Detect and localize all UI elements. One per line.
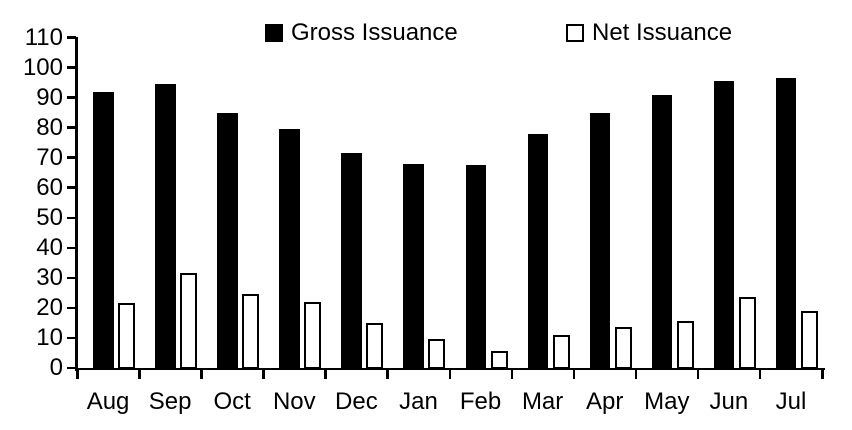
y-axis-tick	[67, 36, 76, 39]
x-axis-tick	[634, 369, 638, 379]
y-axis-tick	[67, 336, 76, 340]
x-axis-tick	[262, 369, 265, 379]
x-axis-tick	[200, 369, 203, 379]
gross-issuance-swatch-icon	[265, 24, 283, 42]
gross-issuance-bar	[713, 81, 735, 368]
x-axis-month-label: Dec	[335, 388, 378, 415]
gross-issuance-bar	[403, 163, 424, 368]
y-axis-tick	[67, 216, 76, 220]
y-axis-tick	[67, 96, 76, 99]
net-issuance-bar	[800, 310, 818, 369]
gross-issuance-bar	[217, 112, 238, 368]
gross-issuance-bar	[651, 94, 673, 368]
legend-label-net-issuance: Net Issuance	[592, 19, 733, 46]
net-issuance-swatch-icon	[566, 24, 584, 42]
net-issuance-bar	[490, 351, 508, 369]
x-axis-month-label: Oct	[213, 388, 251, 415]
legend-item-net-issuance: Net Issuance	[566, 14, 732, 52]
x-axis-month-label: Mar	[521, 388, 564, 415]
x-axis-month-label: Jul	[775, 388, 807, 415]
y-axis-tick	[67, 186, 76, 189]
gross-issuance-bar	[527, 133, 549, 368]
y-axis-tick-label: 70	[36, 143, 63, 171]
gross-issuance-bar	[465, 165, 486, 368]
y-axis-tick	[67, 126, 76, 129]
net-issuance-bar	[738, 297, 756, 369]
gross-issuance-bar	[589, 112, 611, 368]
gross-issuance-bar	[93, 91, 114, 368]
net-issuance-bar	[552, 334, 570, 369]
y-axis-tick	[67, 246, 76, 250]
gross-issuance-bar	[155, 84, 176, 368]
gross-issuance-bar	[279, 129, 300, 368]
y-axis-tick-label: 30	[36, 263, 63, 291]
y-axis-tick	[67, 276, 76, 280]
net-issuance-bar	[614, 327, 632, 369]
x-axis-month-label: Aug	[86, 388, 130, 415]
y-axis-tick-label: 0	[49, 354, 63, 381]
net-issuance-bar	[428, 339, 446, 369]
x-axis-month-label: May	[644, 388, 690, 415]
x-axis-tick	[758, 369, 762, 379]
x-axis-tick	[324, 369, 327, 379]
y-axis-tick	[67, 156, 76, 159]
x-axis-month-label: Nov	[272, 388, 316, 415]
x-axis-month-label: Apr	[586, 388, 624, 415]
y-axis-tick	[67, 366, 76, 370]
x-axis-month-label: Jan	[399, 388, 438, 415]
net-issuance-bar	[676, 321, 694, 369]
legend-label-gross-issuance: Gross Issuance	[291, 19, 458, 46]
net-issuance-bar	[118, 303, 135, 369]
x-axis-month-label: Jun	[709, 388, 749, 415]
x-axis-tick	[76, 369, 79, 379]
y-axis-tick-label: 60	[36, 173, 63, 201]
y-axis-tick-label: 50	[36, 203, 63, 231]
y-axis-tick-label: 90	[36, 83, 63, 111]
net-issuance-bar	[304, 301, 322, 369]
gross-issuance-bar	[775, 78, 797, 368]
x-axis-tick	[821, 369, 824, 379]
y-axis-tick-label: 40	[36, 233, 63, 261]
x-axis-tick	[386, 369, 389, 379]
y-axis-tick-label: 100	[22, 53, 63, 81]
y-axis-tick-label: 10	[36, 323, 63, 351]
y-axis-line	[75, 36, 78, 371]
legend-item-gross-issuance: Gross Issuance	[265, 14, 458, 52]
x-axis-line	[75, 367, 825, 370]
x-axis-tick	[572, 369, 576, 379]
gross-issuance-bar	[341, 153, 362, 368]
net-issuance-bar	[242, 294, 260, 369]
y-axis-tick-label: 110	[24, 23, 63, 51]
y-axis-tick	[67, 66, 76, 69]
net-issuance-bar	[180, 273, 198, 369]
x-axis-month-label: Feb	[459, 388, 502, 415]
x-axis-tick	[448, 369, 451, 379]
net-issuance-bar	[366, 322, 384, 369]
x-axis-month-label: Sep	[148, 388, 192, 415]
x-axis-tick	[510, 369, 514, 379]
y-axis-tick	[67, 306, 76, 310]
x-axis-tick	[696, 369, 700, 379]
y-axis-tick-label: 80	[36, 113, 63, 141]
x-axis-tick	[138, 369, 141, 379]
y-axis-tick-label: 20	[36, 293, 63, 321]
